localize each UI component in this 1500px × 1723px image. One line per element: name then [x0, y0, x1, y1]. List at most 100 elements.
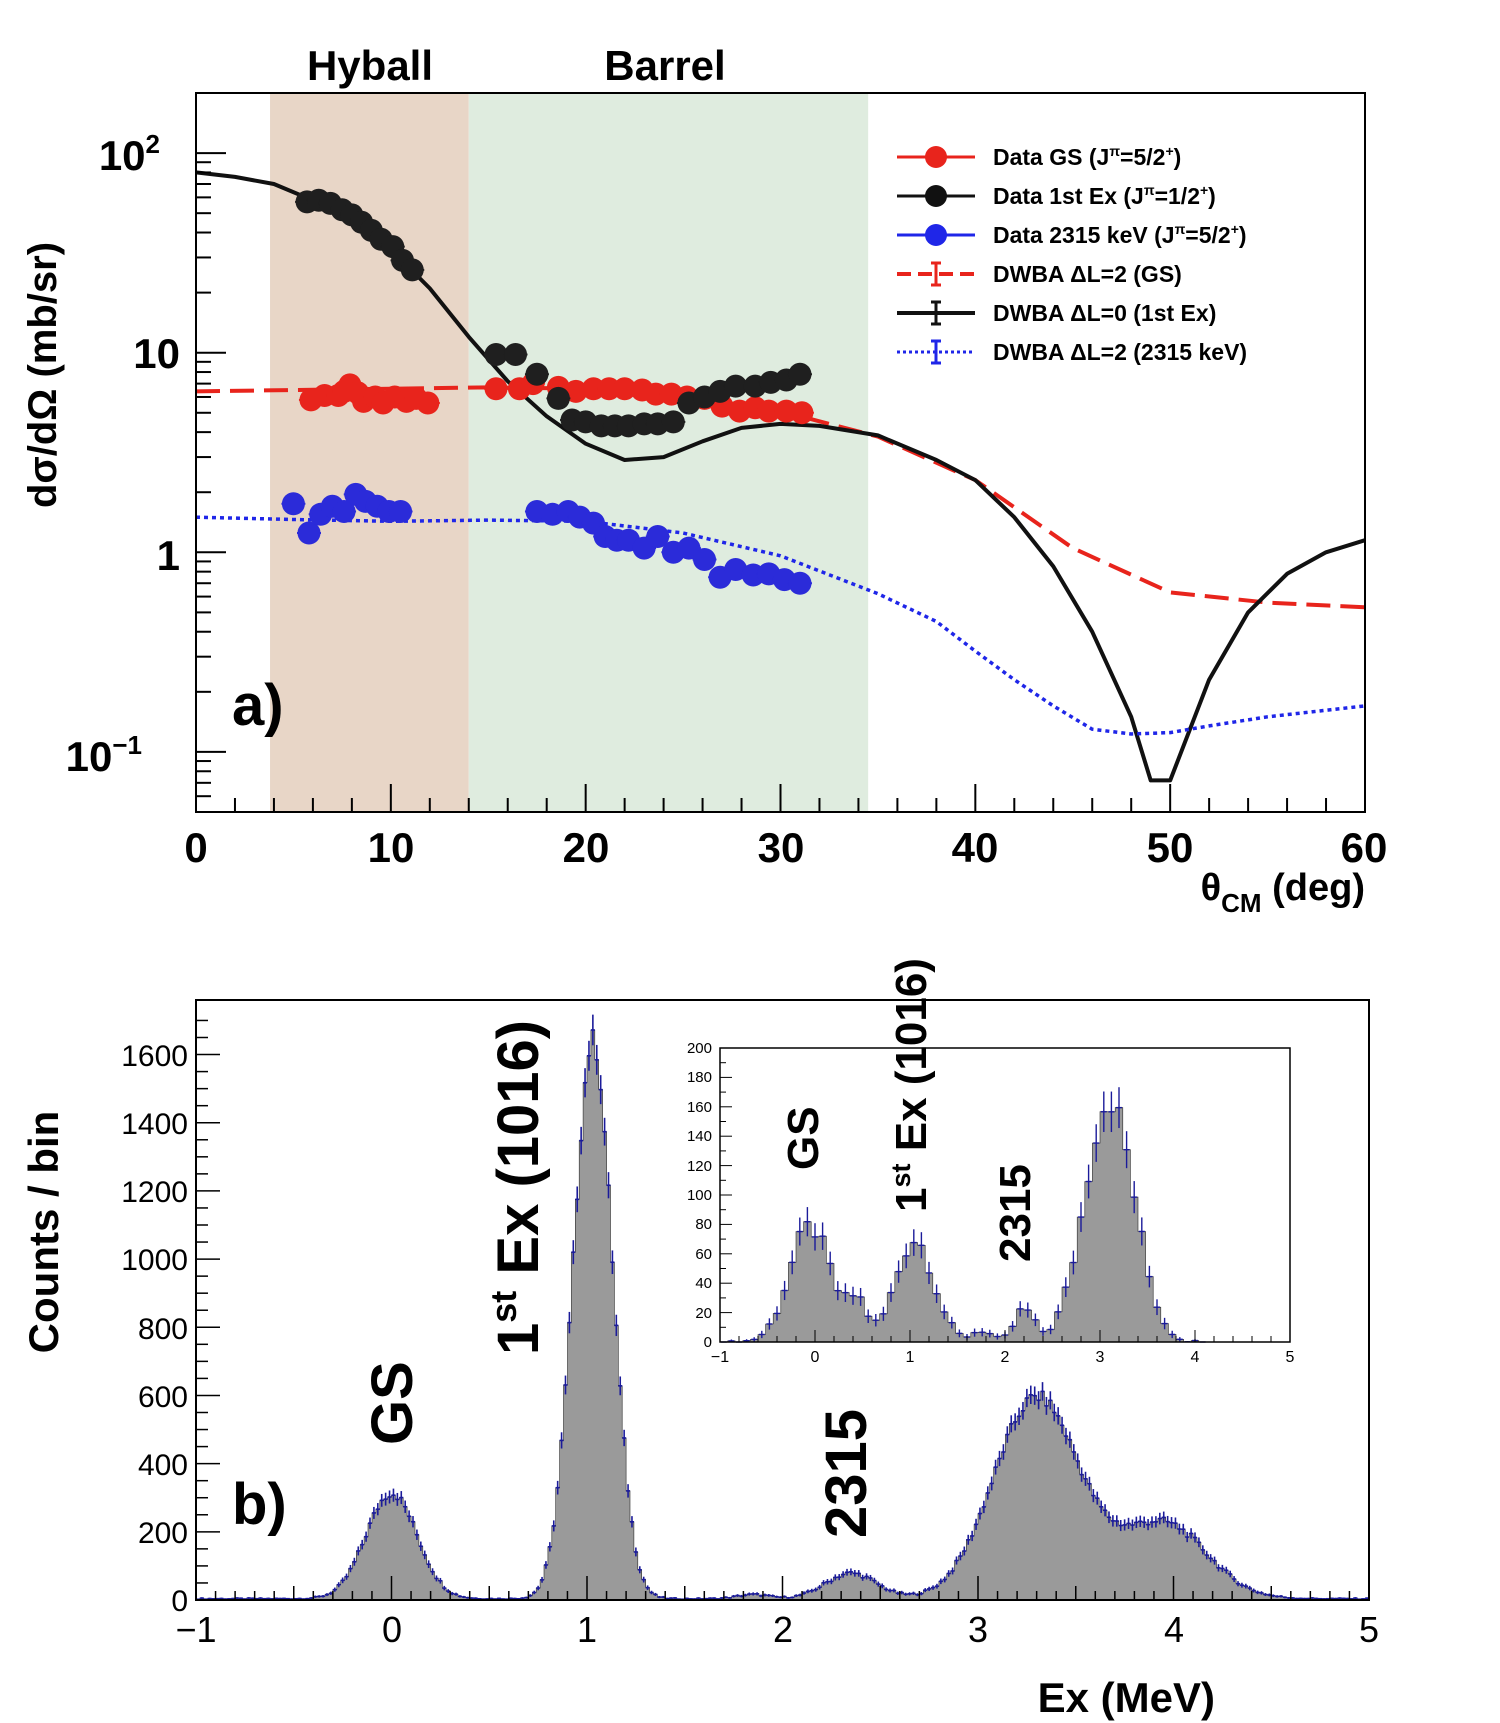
legend-entry-data-1st-ex: Data 1st Ex (Jπ=1/2+): [993, 182, 1216, 209]
data-point-1st-ex-12: [504, 342, 528, 366]
inset-y-tick-40: 40: [695, 1275, 712, 1292]
x-tick-label-40: 40: [952, 824, 999, 871]
region-label-hyball: Hyball: [307, 42, 433, 89]
region-band-hyball: [270, 93, 469, 812]
inset-y-tick-80: 80: [695, 1216, 712, 1233]
data-point-1st-ex-13: [525, 362, 549, 386]
y-tick-label-200: 200: [138, 1517, 188, 1550]
data-point-gs-31: [790, 401, 814, 425]
x-tick-label-50: 50: [1147, 824, 1194, 871]
legend-marker-2: [925, 224, 947, 246]
axes-a: [195, 92, 1366, 813]
y-tick-label-600: 600: [138, 1381, 188, 1414]
y-tick-label-10: 10: [133, 330, 180, 377]
data-point-2315-22: [693, 548, 717, 572]
data-point-1st-ex-30: [788, 362, 812, 386]
data-point-gs-12: [416, 391, 440, 415]
y-tick-label-400: 400: [138, 1449, 188, 1482]
region-band-barrel: [468, 93, 869, 812]
data-point-1st-ex-22: [661, 410, 685, 434]
x-tick-labels-b: −1 0 1 2 3 4 5: [175, 1609, 1379, 1650]
inset-y-tick-140: 140: [687, 1128, 712, 1145]
y-tick-labels-a: 102 10 1 10−1: [66, 129, 180, 780]
x-tick-label-20: 20: [563, 824, 610, 871]
data-point-1st-ex-26: [724, 374, 748, 398]
y-tick-label-800: 800: [138, 1313, 188, 1346]
panel-label-b: b): [232, 1472, 287, 1537]
inset-x-tick-0: 0: [811, 1349, 820, 1366]
data-point-gs-13: [484, 377, 508, 401]
legend-symbols: [897, 146, 975, 365]
legend-entry-dwba-gs: DWBA ΔL=2 (GS): [993, 261, 1182, 287]
x-tick-label-4: 4: [1164, 1609, 1184, 1650]
x-axis-label-a: θCM (deg): [1201, 867, 1365, 918]
x-tick-label-3: 3: [968, 1609, 988, 1650]
inset-x-tick-5: 5: [1286, 1349, 1295, 1366]
inset-x-tick-1: 1: [906, 1349, 915, 1366]
data-point-2315-19: [646, 524, 670, 548]
inset-x-tick-2: 2: [1001, 1349, 1010, 1366]
inset-y-tick-200: 200: [687, 1040, 712, 1057]
inset-histogram: 0 20 40 60 80 100 120 140 160 180 200 −1…: [687, 958, 1295, 1366]
x-axis-label-b: Ex (MeV): [1038, 1674, 1215, 1721]
data-point-2315-28: [788, 571, 812, 595]
legend-entry-dwba-1st-ex: DWBA ΔL=0 (1st Ex): [993, 300, 1216, 326]
region-labels: Hyball Barrel: [307, 42, 726, 89]
data-point-2315-1: [297, 521, 321, 545]
y-tick-label-0: 0: [171, 1585, 188, 1618]
inset-axes: [719, 1047, 1291, 1343]
peak-label-2315: 2315: [814, 1409, 879, 1538]
data-point-1st-ex-11: [484, 342, 508, 366]
legend-entry-data-gs: Data GS (Jπ=5/2+): [993, 143, 1181, 170]
legend-entry-data-2315: Data 2315 keV (Jπ=5/2+): [993, 221, 1247, 248]
inset-y-tick-100: 100: [687, 1187, 712, 1204]
inset-y-tick-20: 20: [695, 1305, 712, 1322]
inset-y-tick-180: 180: [687, 1069, 712, 1086]
x-tick-labels-a: 0 10 20 30 40 50 60: [184, 824, 1387, 871]
legend-marker-1: [925, 185, 947, 207]
peak-label-1st-ex: 1st Ex (1016): [483, 1020, 551, 1355]
x-tick-label-5: 5: [1359, 1609, 1379, 1650]
x-tick-label-minus1: −1: [175, 1609, 216, 1650]
y-tick-label-100: 102: [99, 129, 160, 179]
y-axis-label-b: Counts / bin: [20, 1111, 67, 1354]
x-tick-label-2: 2: [773, 1609, 793, 1650]
data-point-2315-4: [332, 500, 356, 524]
legend-marker-0: [925, 146, 947, 168]
inset-x-tick-3: 3: [1096, 1349, 1105, 1366]
inset-y-tick-160: 160: [687, 1099, 712, 1116]
y-axis-label-a: dσ/dΩ (mb/sr): [21, 242, 65, 508]
inset-y-tick-60: 60: [695, 1246, 712, 1263]
legend-entry-dwba-2315: DWBA ΔL=2 (2315 keV): [993, 339, 1247, 365]
x-tick-label-1: 1: [577, 1609, 597, 1650]
x-tick-label-60: 60: [1341, 824, 1388, 871]
data-point-gs-17: [564, 379, 588, 403]
inset-x-tick-minus1: −1: [711, 1349, 729, 1366]
inset-x-tick-4: 4: [1191, 1349, 1200, 1366]
inset-peak-label-gs: GS: [779, 1106, 828, 1170]
region-bands: [270, 93, 869, 812]
y-tick-label-1000: 1000: [121, 1244, 188, 1277]
inset-y-tick-0: 0: [704, 1334, 712, 1351]
y-tick-label-1200: 1200: [121, 1176, 188, 1209]
data-point-gs-29: [757, 399, 781, 423]
inset-y-tick-120: 120: [687, 1158, 712, 1175]
x-tick-label-0: 0: [382, 1609, 402, 1650]
data-point-2315-9: [389, 500, 413, 524]
y-tick-label-1400: 1400: [121, 1108, 188, 1141]
data-point-2315-0: [281, 492, 305, 516]
x-tick-label-10: 10: [368, 824, 415, 871]
region-label-barrel: Barrel: [604, 42, 725, 89]
panel-label-a: a): [232, 673, 284, 738]
inset-peak-label-2315: 2315: [991, 1164, 1040, 1262]
legend-a: Data GS (Jπ=5/2+) Data 1st Ex (Jπ=1/2+) …: [897, 143, 1247, 365]
inset-error-bars: [720, 1087, 1206, 1343]
y-tick-label-0.1: 10−1: [66, 730, 142, 780]
y-tick-labels-b: 0 200 400 600 800 1000 1200 1400 1600: [121, 1040, 188, 1618]
axes-b: [195, 1019, 1370, 1601]
data-points: [281, 188, 814, 595]
inset-x-tick-labels: −1 0 1 2 3 4 5: [711, 1349, 1295, 1366]
panel-a-cross-section-chart: Hyball Barrel 102 10 1 10−1 0 10 20 30 4…: [21, 42, 1387, 918]
panel-b-histogram: 0 200 400 600 800 1000 1200 1400 1600 −1…: [20, 958, 1379, 1721]
